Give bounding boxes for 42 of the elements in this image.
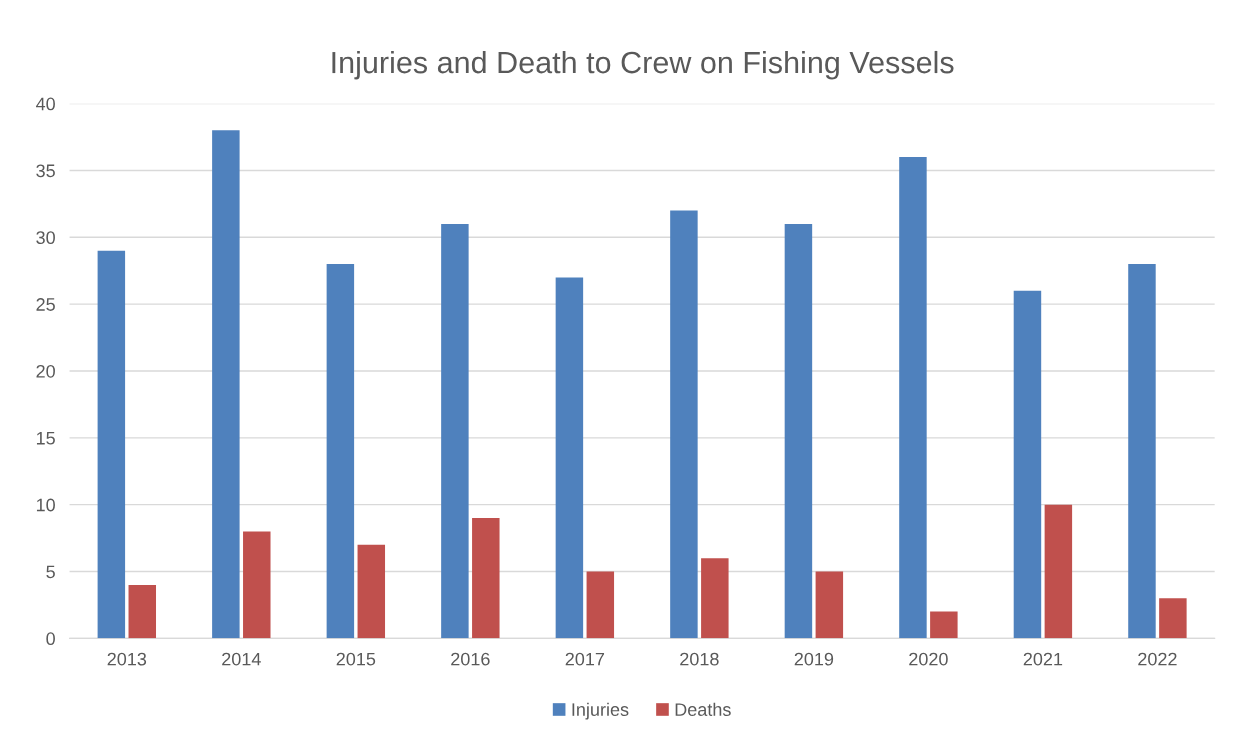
- legend-label: Deaths: [675, 702, 731, 716]
- y-tick-label: 5: [46, 565, 55, 579]
- x-tick-label: 2015: [336, 652, 376, 666]
- y-tick-label: 30: [36, 231, 55, 245]
- bar: [555, 277, 584, 639]
- bar: [701, 558, 729, 639]
- bar: [441, 223, 469, 639]
- bar: [1159, 598, 1187, 639]
- x-tick-label: 2019: [794, 652, 834, 666]
- bar: [1013, 290, 1042, 639]
- bar: [1044, 504, 1073, 639]
- chart-title: Injuries and Death to Crew on Fishing Vessels: [332, 50, 954, 80]
- bar: [212, 130, 240, 639]
- bar: [326, 264, 355, 639]
- y-tick-label: 35: [36, 164, 55, 178]
- x-tick-label: 2020: [909, 652, 948, 666]
- x-tick-label: 2022: [1138, 652, 1177, 666]
- bar: [815, 571, 844, 639]
- y-tick-label: 20: [36, 364, 55, 378]
- x-tick-label: 2014: [222, 652, 261, 666]
- bar: [472, 518, 500, 639]
- y-tick-label: 25: [36, 298, 55, 311]
- bar: [586, 571, 615, 639]
- y-tick-label: 0: [46, 632, 55, 646]
- y-tick-label: 15: [36, 431, 55, 445]
- bar: [357, 544, 386, 639]
- x-tick-label: 2013: [107, 652, 147, 666]
- x-tick-label: 2017: [565, 652, 605, 666]
- bar: [670, 210, 698, 639]
- bar: [97, 250, 126, 639]
- y-tick-label: 40: [36, 97, 55, 111]
- bar: [243, 531, 271, 639]
- x-tick-label: 2021: [1023, 652, 1063, 666]
- bar: [930, 611, 958, 639]
- bar: [1128, 264, 1156, 639]
- bar: [128, 584, 157, 639]
- legend-label: Injuries: [572, 702, 629, 720]
- x-tick-label: 2018: [680, 652, 719, 666]
- bar: [784, 223, 813, 639]
- y-tick-label: 10: [36, 498, 55, 512]
- bar: [899, 157, 927, 639]
- x-tick-label: 2016: [451, 652, 490, 666]
